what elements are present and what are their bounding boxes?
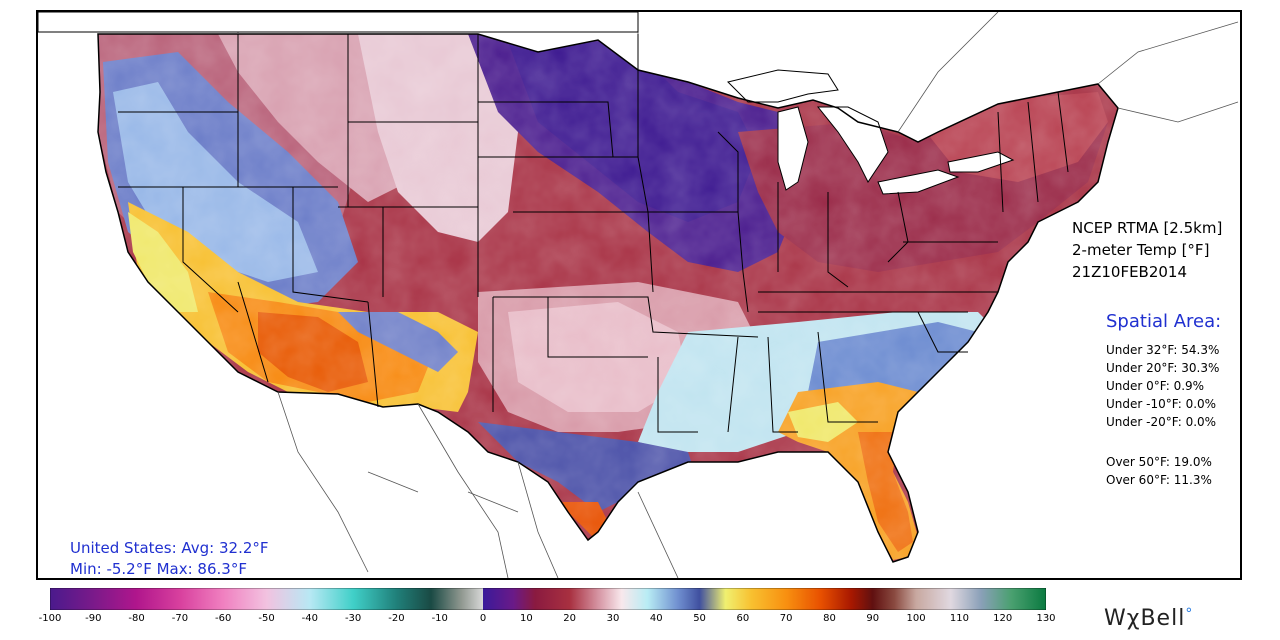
colorbar-gradient — [50, 588, 1046, 610]
spatial-area-title: Spatial Area: — [1106, 311, 1222, 332]
stat-under-32: Under 32°F: 54.3% — [1106, 343, 1220, 357]
brand-mark: ° — [1185, 606, 1194, 622]
colorbar-tick-label: -40 — [301, 613, 318, 624]
product-info: NCEP RTMA [2.5km] 2-meter Temp [°F] 21Z1… — [1072, 217, 1222, 283]
colorbar-tick-label: 90 — [866, 613, 880, 624]
map-canvas — [38, 12, 1240, 578]
colorbar-tick-label: -100 — [38, 613, 62, 624]
colorbar-tick-label: 130 — [1036, 613, 1056, 624]
brand-name: WχBell — [1104, 606, 1186, 631]
colorbar-tick-label: 20 — [563, 613, 577, 624]
product-name: NCEP RTMA [2.5km] — [1072, 219, 1223, 237]
neighbor-borders — [237, 12, 1239, 578]
colorbar-tick-label: 50 — [693, 613, 706, 624]
colorbar-tick-label: 0 — [479, 613, 487, 624]
colorbar-tick-label: -80 — [128, 613, 145, 624]
colorbar-tick-label: 110 — [949, 613, 969, 624]
stat-under-0: Under 0°F: 0.9% — [1106, 379, 1205, 393]
us-average: United States: Avg: 32.2°F — [70, 539, 269, 557]
colorbar-tick-label: 60 — [736, 613, 750, 624]
stat-over-60: Over 60°F: 11.3% — [1106, 473, 1212, 487]
stat-over-50: Over 50°F: 19.0% — [1106, 455, 1212, 469]
country-outline — [97, 33, 1119, 563]
colorbar-tick-label: 120 — [993, 613, 1013, 624]
colorbar-tick-label: 10 — [519, 613, 533, 624]
stat-under-20: Under 20°F: 30.3% — [1106, 361, 1220, 375]
colorbar-tick-labels: -100 -90 -80 -70 -60 -50 -40 -30 -20 -10 0 10 20 30 40… — [0, 613, 1280, 627]
stat-under-minus10: Under -10°F: 0.0% — [1106, 397, 1217, 411]
colorbar-tick-label: -10 — [431, 613, 448, 624]
colorbar-tick-label: 80 — [823, 613, 836, 624]
colorbar-tick-label: -60 — [215, 613, 232, 624]
colorbar-tick-label: -20 — [388, 613, 405, 624]
product-variable: 2-meter Temp [°F] — [1072, 241, 1210, 259]
colorbar-tick-label: 70 — [779, 613, 793, 624]
temperature-map: NCEP RTMA [2.5km] 2-meter Temp [°F] 21Z1… — [36, 10, 1242, 580]
temperature-colorbar — [50, 588, 1046, 610]
stat-under-minus20: Under -20°F: 0.0% — [1106, 415, 1217, 429]
colorbar-tick-label: -90 — [85, 613, 102, 624]
top-inset — [38, 12, 639, 33]
state-borders — [118, 34, 1069, 433]
colorbar-tick-label: 100 — [906, 613, 926, 624]
colorbar-tick-label: 30 — [606, 613, 620, 624]
colorbar-tick-label: -50 — [258, 613, 275, 624]
wxbell-logo: WχBell° — [1104, 606, 1193, 631]
us-min-max: Min: -5.2°F Max: 86.3°F — [70, 560, 247, 578]
colorbar-tick-label: -30 — [344, 613, 362, 624]
colorbar-tick-label: 40 — [649, 613, 663, 624]
us-summary: United States: Avg: 32.2°F Min: -5.2°F M… — [70, 538, 269, 578]
product-valid-time: 21Z10FEB2014 — [1072, 263, 1188, 281]
colorbar-tick-label: -70 — [171, 613, 189, 624]
